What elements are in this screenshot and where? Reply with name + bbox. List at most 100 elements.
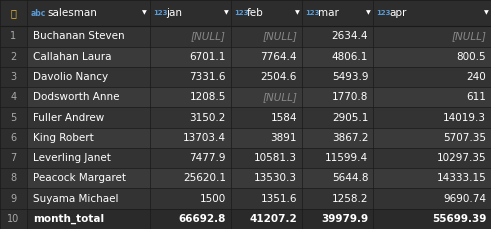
Bar (302, 128, 373, 148)
Bar (27, 128, 150, 148)
Text: 5493.9: 5493.9 (332, 72, 368, 82)
Text: 1500: 1500 (200, 194, 226, 204)
Bar (302, 0, 373, 26)
Text: 🔒: 🔒 (11, 8, 16, 18)
Text: 8: 8 (10, 173, 17, 183)
Text: Fuller Andrew: Fuller Andrew (33, 112, 104, 123)
Bar (150, 87, 231, 107)
Text: 3: 3 (10, 72, 17, 82)
Text: jan: jan (166, 8, 182, 18)
Text: ▼: ▼ (484, 11, 489, 16)
Text: 3891: 3891 (271, 133, 297, 143)
Bar (302, 26, 373, 47)
Bar (0, 168, 27, 188)
Bar (0, 26, 27, 47)
Text: Callahan Laura: Callahan Laura (33, 52, 111, 62)
Bar (150, 47, 231, 67)
Text: 123: 123 (153, 10, 168, 16)
Bar (27, 47, 150, 67)
Text: 123: 123 (234, 10, 249, 16)
Text: feb: feb (247, 8, 264, 18)
Text: 7: 7 (10, 153, 17, 163)
Text: 10581.3: 10581.3 (254, 153, 297, 163)
Text: 6: 6 (10, 133, 17, 143)
Bar (373, 26, 491, 47)
Bar (231, 168, 302, 188)
Bar (231, 148, 302, 168)
Bar (302, 209, 373, 229)
Text: 2504.6: 2504.6 (261, 72, 297, 82)
Text: [NULL]: [NULL] (451, 31, 486, 41)
Text: 5707.35: 5707.35 (443, 133, 486, 143)
Bar (231, 26, 302, 47)
Bar (302, 87, 373, 107)
Bar (150, 128, 231, 148)
Text: abc: abc (30, 9, 46, 18)
Text: 9: 9 (10, 194, 17, 204)
Bar (27, 209, 150, 229)
Bar (0, 107, 27, 128)
Text: 1584: 1584 (271, 112, 297, 123)
Bar (231, 107, 302, 128)
Text: 4: 4 (10, 92, 17, 102)
Bar (150, 0, 231, 26)
Text: 7331.6: 7331.6 (190, 72, 226, 82)
Text: 1: 1 (10, 31, 17, 41)
Text: month_total: month_total (33, 214, 104, 224)
Bar (150, 188, 231, 209)
Text: salesman: salesman (48, 8, 98, 18)
Bar (0, 0, 27, 26)
Bar (150, 67, 231, 87)
Bar (302, 168, 373, 188)
Bar (0, 209, 27, 229)
Bar (373, 209, 491, 229)
Bar (373, 188, 491, 209)
Text: 3867.2: 3867.2 (332, 133, 368, 143)
Bar (150, 168, 231, 188)
Text: 2: 2 (10, 52, 17, 62)
Text: Davolio Nancy: Davolio Nancy (33, 72, 108, 82)
Bar (27, 67, 150, 87)
Text: 3150.2: 3150.2 (190, 112, 226, 123)
Text: 13530.3: 13530.3 (254, 173, 297, 183)
Text: 123: 123 (377, 10, 391, 16)
Bar (231, 209, 302, 229)
Text: 66692.8: 66692.8 (179, 214, 226, 224)
Bar (150, 148, 231, 168)
Text: 5: 5 (10, 112, 17, 123)
Bar (373, 47, 491, 67)
Text: mar: mar (318, 8, 339, 18)
Text: Leverling Janet: Leverling Janet (33, 153, 111, 163)
Bar (27, 168, 150, 188)
Text: ▼: ▼ (295, 11, 300, 16)
Bar (302, 47, 373, 67)
Bar (231, 67, 302, 87)
Text: 14333.15: 14333.15 (436, 173, 486, 183)
Text: 7477.9: 7477.9 (190, 153, 226, 163)
Text: 10: 10 (7, 214, 20, 224)
Text: 10297.35: 10297.35 (436, 153, 486, 163)
Text: 7764.4: 7764.4 (261, 52, 297, 62)
Bar (27, 0, 150, 26)
Text: [NULL]: [NULL] (262, 31, 297, 41)
Bar (150, 209, 231, 229)
Text: ▼: ▼ (366, 11, 371, 16)
Text: 611: 611 (466, 92, 486, 102)
Bar (27, 188, 150, 209)
Text: 9690.74: 9690.74 (443, 194, 486, 204)
Text: 41207.2: 41207.2 (249, 214, 297, 224)
Text: 6701.1: 6701.1 (190, 52, 226, 62)
Text: Suyama Michael: Suyama Michael (33, 194, 118, 204)
Text: ▼: ▼ (141, 11, 146, 16)
Bar (373, 0, 491, 26)
Bar (0, 67, 27, 87)
Bar (0, 47, 27, 67)
Text: 1258.2: 1258.2 (332, 194, 368, 204)
Bar (27, 26, 150, 47)
Bar (302, 67, 373, 87)
Bar (0, 128, 27, 148)
Text: 2634.4: 2634.4 (332, 31, 368, 41)
Text: 5644.8: 5644.8 (332, 173, 368, 183)
Bar (27, 87, 150, 107)
Text: King Robert: King Robert (33, 133, 94, 143)
